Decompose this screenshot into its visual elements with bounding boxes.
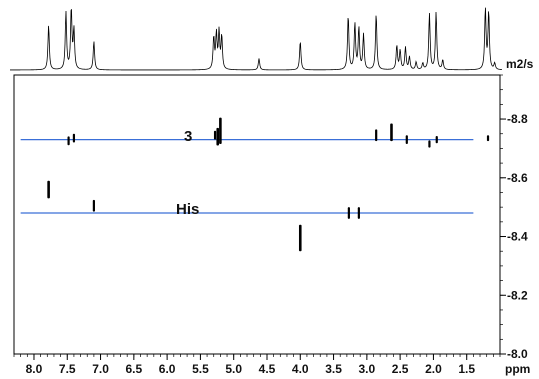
peak-series-0 [486,135,490,142]
peak-series-0 [405,135,408,145]
peak-series-0 [72,133,76,143]
peak-series-0 [428,140,431,148]
proton-projection-spectrum [9,7,503,71]
x-tick-label: 3.0 [359,362,376,376]
diffusion-lines [20,139,474,214]
x-tick-label: 8.0 [26,362,43,376]
plot-frame [13,74,501,355]
projection-trace [9,7,503,71]
peak-series-0 [375,129,378,142]
peak-series-1 [92,199,95,212]
x-tick-label: 2.0 [425,362,442,376]
peak-series-0 [219,117,222,145]
peak-series-0 [216,127,220,146]
peak-series-0 [435,135,438,144]
x-tick-label: 3.5 [325,362,342,376]
x-tick-label: 4.5 [259,362,276,376]
y-tick-label: -8.6 [507,171,528,185]
y-axis: -8.0 -8.2 -8.4 -8.6 -8.8 [500,112,528,361]
x-axis-label: ppm [505,362,530,376]
series-label-his: His [176,201,199,218]
y-tick-label: -8.2 [507,288,528,302]
peak-series-1 [357,207,360,219]
peak-series-0 [213,130,217,140]
x-tick-label: 6.5 [125,362,142,376]
x-tick-label: 7.5 [59,362,76,376]
x-tick-label: 2.5 [392,362,409,376]
y-tick-label: -8.4 [507,230,528,244]
peak-series-1 [298,224,302,252]
peak-series-1 [47,180,50,199]
minor-ticks [13,74,503,357]
peak-series-0 [67,136,70,146]
x-tick-label: 7.0 [92,362,109,376]
y-axis-label: m2/s [506,57,534,71]
x-tick-label: 6.0 [159,362,176,376]
y-tick-label: -8.0 [507,347,528,361]
x-tick-label: 5.0 [225,362,242,376]
x-tick-label: 1.5 [458,362,475,376]
y-tick-label: -8.8 [507,112,528,126]
dosy-peaks [47,117,490,252]
peak-series-0 [390,123,393,142]
x-tick-label: 5.5 [192,362,209,376]
x-tick-label: 4.0 [292,362,309,376]
series-label-3: 3 [184,128,192,145]
peak-series-1 [347,207,350,219]
x-axis: 8.0 7.5 7.0 6.5 6.0 5.5 5.0 4.5 4.0 3.5 3.0 2.5 2.0 1… [26,354,475,376]
